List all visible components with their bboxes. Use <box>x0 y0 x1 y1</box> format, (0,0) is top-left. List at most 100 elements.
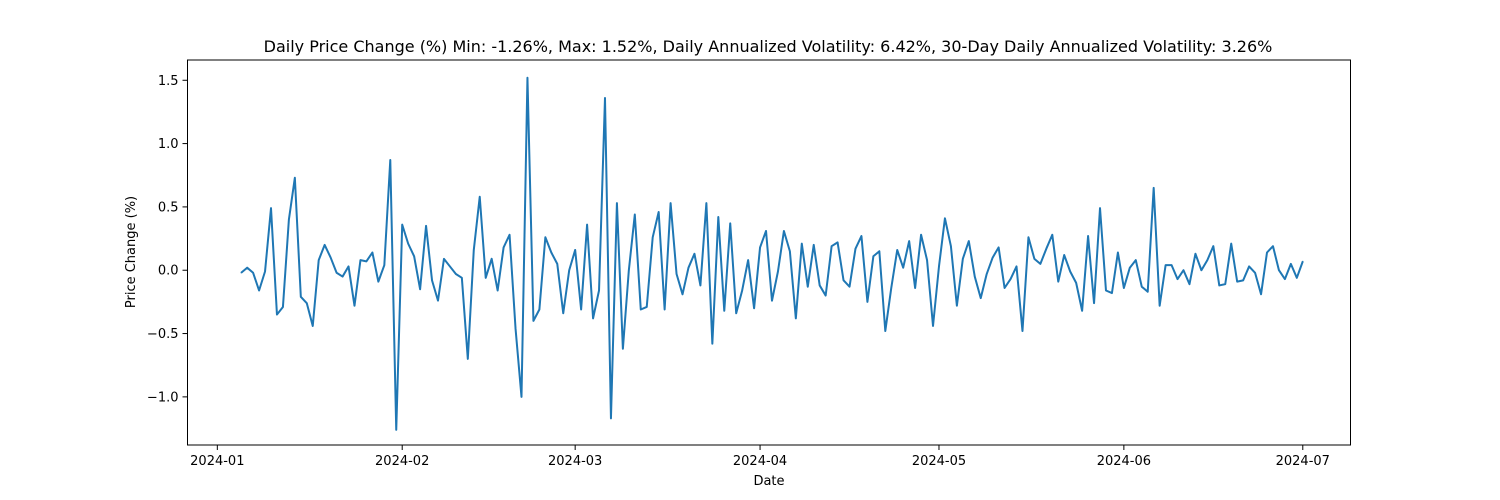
data-point <box>544 236 546 238</box>
data-point <box>1003 287 1006 289</box>
data-point <box>705 202 707 204</box>
data-point <box>520 396 523 398</box>
data-point <box>1153 187 1155 189</box>
data-point <box>854 248 857 250</box>
data-point <box>1081 310 1083 312</box>
chart-title: Daily Price Change (%) Min: -1.26%, Max:… <box>264 37 1273 56</box>
data-point <box>646 306 648 308</box>
data-point <box>1045 248 1047 250</box>
data-point <box>1266 251 1268 254</box>
y-tick-label: 1.0 <box>158 137 179 152</box>
y-axis: 1.5 1.0 0.5 0.0 −0.5 −1.0 <box>147 74 188 405</box>
data-point <box>538 308 540 311</box>
data-point <box>389 159 391 161</box>
data-point <box>294 177 296 179</box>
data-point <box>508 234 511 236</box>
data-point <box>634 213 636 216</box>
data-point <box>836 241 839 243</box>
data-point <box>586 224 588 226</box>
data-point <box>514 327 517 330</box>
data-point <box>1278 269 1280 271</box>
y-tick-label: −1.0 <box>147 390 179 405</box>
data-point <box>365 260 368 262</box>
data-point <box>842 279 845 281</box>
data-point <box>1159 305 1161 307</box>
data-point <box>1236 281 1238 283</box>
data-point <box>616 202 618 204</box>
data-point <box>831 245 833 247</box>
data-point <box>1099 207 1101 209</box>
data-point <box>1135 259 1137 261</box>
data-point <box>1033 258 1036 260</box>
data-point <box>974 275 976 278</box>
data-point <box>1015 265 1018 268</box>
data-point <box>1206 259 1208 261</box>
data-point <box>1302 260 1304 262</box>
data-point <box>598 289 600 292</box>
data-point <box>622 348 624 350</box>
data-point <box>306 302 308 304</box>
data-point <box>1027 236 1030 238</box>
x-axis-label: Date <box>753 474 784 489</box>
data-point <box>419 288 421 290</box>
data-point <box>938 265 940 268</box>
data-point <box>312 325 314 327</box>
data-points <box>240 77 1304 431</box>
data-point <box>485 277 487 279</box>
x-axis: 2024-01 2024-02 2024-03 2024-04 2024-05 2024-… <box>190 445 1330 469</box>
data-point <box>270 207 272 209</box>
data-point <box>455 273 457 275</box>
data-point <box>747 259 749 261</box>
data-point <box>819 284 821 287</box>
data-point <box>562 312 564 314</box>
data-point <box>1248 265 1250 268</box>
data-point <box>848 286 851 288</box>
data-point <box>765 230 767 232</box>
data-point <box>825 294 827 297</box>
data-point <box>908 240 910 242</box>
data-point <box>1147 291 1149 293</box>
data-point <box>437 300 439 302</box>
data-point <box>1141 286 1143 288</box>
data-point <box>473 249 475 251</box>
data-point <box>330 256 332 259</box>
data-point <box>640 308 642 311</box>
data-point <box>1272 245 1274 247</box>
data-point <box>353 305 356 307</box>
data-point <box>723 310 725 312</box>
data-point <box>783 230 785 232</box>
y-axis-label: Price Change (%) <box>124 196 139 308</box>
data-point <box>795 317 797 319</box>
x-tick-label: 2024-07 <box>1276 454 1330 469</box>
data-point <box>1093 302 1095 304</box>
data-point <box>741 289 743 292</box>
data-point <box>771 300 773 302</box>
data-point <box>801 243 803 245</box>
y-tick-label: 1.5 <box>158 74 179 89</box>
data-point <box>526 77 529 79</box>
data-point <box>1200 269 1202 271</box>
data-point <box>699 284 702 287</box>
data-point <box>1182 269 1185 271</box>
data-point <box>1260 293 1262 295</box>
data-point <box>950 245 952 247</box>
data-point <box>1087 235 1089 237</box>
data-point <box>1176 278 1179 280</box>
data-point <box>1165 264 1167 266</box>
data-point <box>813 244 815 246</box>
data-point <box>920 234 922 236</box>
x-tick-label: 2024-06 <box>1097 454 1151 469</box>
x-tick-label: 2024-05 <box>912 454 966 469</box>
data-point <box>407 243 409 245</box>
data-point <box>1105 289 1107 292</box>
data-point <box>491 258 493 260</box>
data-point <box>1284 278 1286 280</box>
data-point <box>258 289 260 292</box>
x-tick-label: 2024-02 <box>375 454 429 469</box>
data-point <box>992 256 994 259</box>
data-point <box>860 235 863 237</box>
y-tick-label: 0.0 <box>158 264 179 279</box>
data-point <box>1194 253 1197 255</box>
y-tick-label: −0.5 <box>147 327 179 342</box>
data-point <box>687 267 690 269</box>
